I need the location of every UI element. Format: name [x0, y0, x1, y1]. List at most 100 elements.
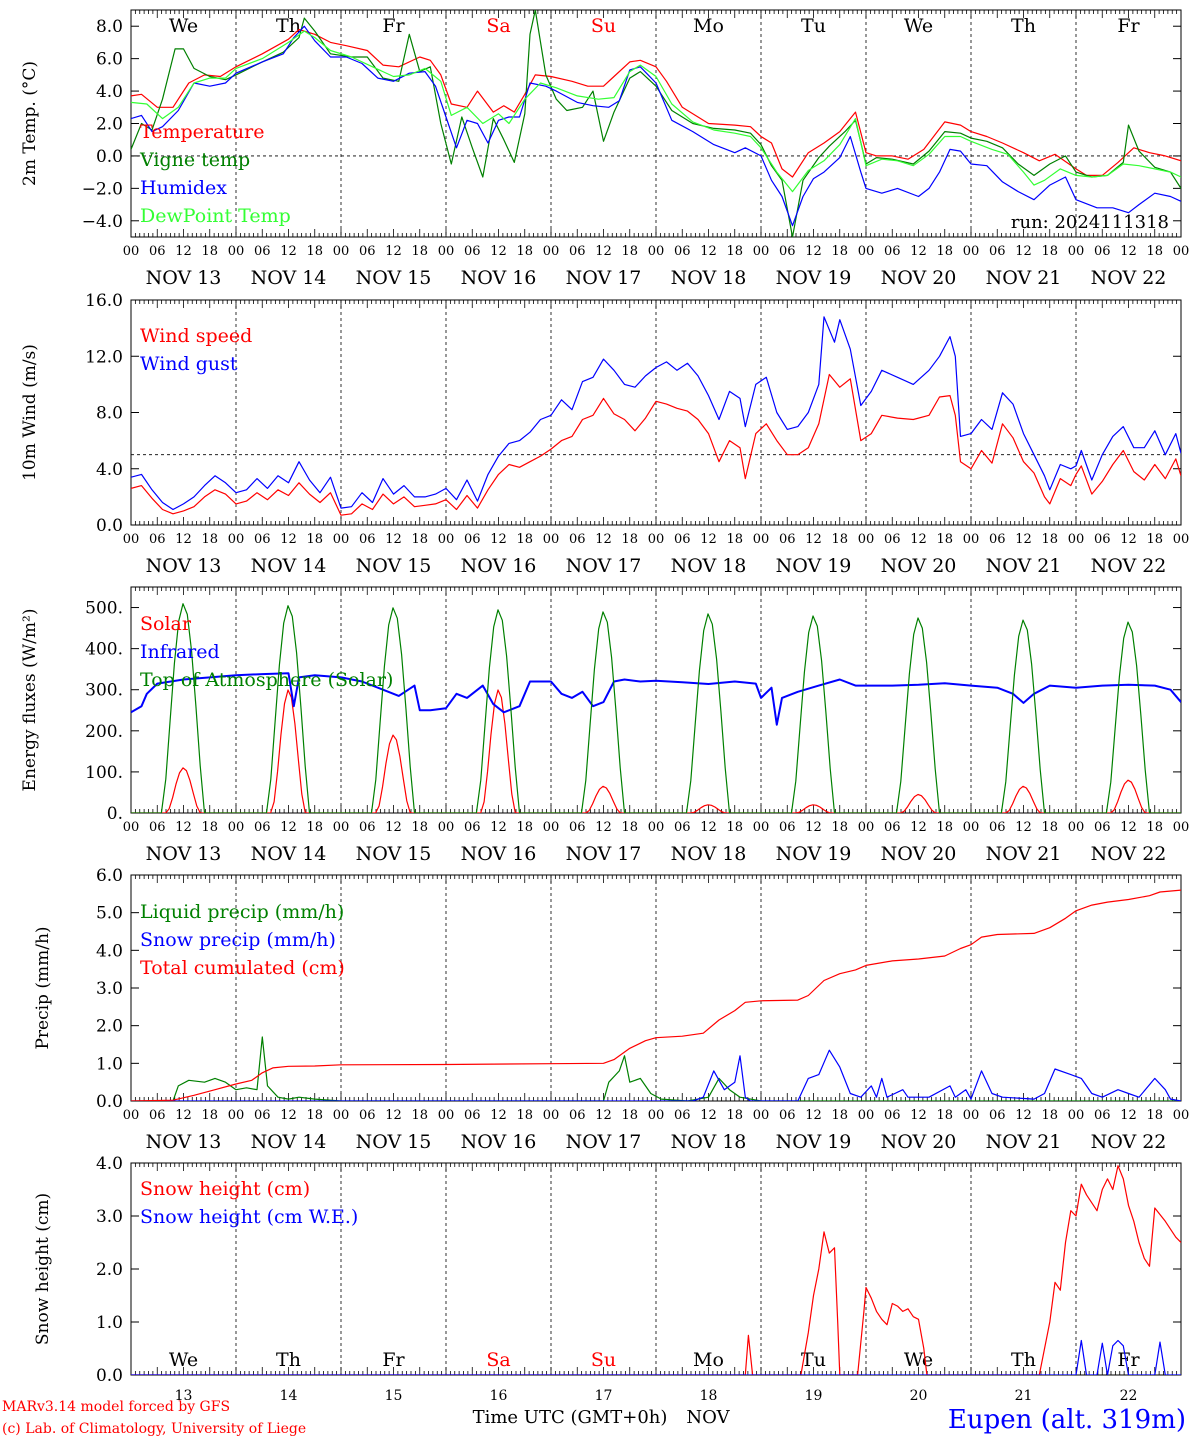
x-hour-label: 18 [306, 1108, 323, 1123]
x-hour-label: 18 [1146, 1108, 1163, 1123]
legend-entry: Snow height (cm W.E.) [140, 1206, 358, 1228]
x-date-label: NOV 21 [986, 267, 1062, 289]
x-hour-label: 12 [700, 532, 717, 547]
x-date-label: NOV 19 [776, 843, 852, 865]
y-tick-label: 0.0 [96, 1366, 123, 1386]
legend-entry: Temperature [140, 121, 264, 143]
x-hour-label: 06 [1094, 532, 1111, 547]
y-tick-label: 200. [85, 722, 123, 742]
legend-entry: Infrared [140, 641, 220, 663]
x-hour-label: 18 [516, 1108, 533, 1123]
x-hour-label: 06 [779, 820, 796, 835]
x-hour-label: 00 [963, 244, 980, 259]
x-date-label: NOV 17 [566, 843, 642, 865]
x-day-number: 17 [595, 1388, 613, 1404]
series-line [131, 1165, 1181, 1375]
meteogram-panels: 8.0 6.0 4.0 2.0 0.0 −2.0 −4.0 2m Temp. (°C) 00 06… [20, 9, 1190, 1404]
series-line [131, 1049, 1181, 1101]
weekday-label: Fr [1117, 15, 1140, 37]
series-line [131, 889, 1181, 1101]
x-hour-label: 06 [569, 820, 586, 835]
x-hour-label: 18 [831, 820, 848, 835]
y-tick-label: 1.0 [96, 1313, 123, 1333]
y-tick-label: 2.0 [96, 1260, 123, 1280]
x-hour-label: 00 [648, 1108, 665, 1123]
x-hour-label: 06 [989, 532, 1006, 547]
x-hour-label: 00 [123, 1108, 140, 1123]
x-hour-label: 06 [884, 244, 901, 259]
series-line [131, 603, 1181, 813]
x-hour-label: 00 [1068, 1108, 1085, 1123]
panel-1: 8.0 6.0 4.0 2.0 0.0 −2.0 −4.0 2m Temp. (°C) 00 06… [20, 9, 1189, 289]
x-hour-label: 12 [595, 532, 612, 547]
x-date-label: NOV 13 [146, 555, 222, 577]
panel-3: 500. 400. 300. 200. 100. 0. Energy fluxes (W/m… [20, 586, 1189, 865]
x-hour-label: 00 [1173, 1108, 1190, 1123]
x-hour-label: 06 [464, 820, 481, 835]
month-label: NOV [686, 1407, 730, 1428]
x-date-label: NOV 16 [461, 843, 537, 865]
x-hour-label: 12 [910, 820, 927, 835]
y-axis-label: 10m Wind (m/s) [20, 344, 40, 481]
x-date-label: NOV 19 [776, 555, 852, 577]
weekday-label: Mo [693, 1349, 724, 1371]
series-group [131, 603, 1181, 813]
y-tick-label: 400. [85, 640, 123, 660]
x-hour-label: 18 [1041, 532, 1058, 547]
y-axis-label: Precip (mm/h) [33, 926, 53, 1049]
x-hour-label: 06 [674, 820, 691, 835]
x-date-label: NOV 13 [146, 843, 222, 865]
x-hour-label: 12 [175, 820, 192, 835]
weekday-label: Fr [382, 15, 405, 37]
series-group [131, 889, 1181, 1101]
x-hour-label: 12 [910, 532, 927, 547]
series-line [131, 689, 1181, 813]
x-hour-label: 12 [700, 244, 717, 259]
x-hour-label: 06 [254, 244, 271, 259]
y-tick-label: 2.0 [96, 115, 123, 135]
x-hour-label: 00 [648, 532, 665, 547]
legend-entry: Vigne temp [139, 149, 250, 171]
x-hour-label: 00 [333, 1108, 350, 1123]
x-hour-label: 18 [1041, 244, 1058, 259]
x-hour-label: 06 [464, 244, 481, 259]
x-hour-label: 06 [989, 244, 1006, 259]
x-hour-label: 06 [149, 532, 166, 547]
x-hour-label: 06 [254, 820, 271, 835]
y-tick-label: 0.0 [96, 516, 123, 536]
x-hour-label: 00 [438, 532, 455, 547]
x-hour-label: 06 [149, 820, 166, 835]
x-hour-label: 18 [936, 532, 953, 547]
x-hour-label: 12 [1120, 1108, 1137, 1123]
x-hour-label: 06 [359, 1108, 376, 1123]
x-hour-label: 18 [831, 1108, 848, 1123]
legend-entry: Snow precip (mm/h) [140, 929, 336, 951]
x-date-label: NOV 22 [1091, 267, 1167, 289]
x-day-number: 19 [805, 1388, 823, 1404]
x-date-label: NOV 20 [881, 1131, 957, 1153]
x-hour-label: 06 [149, 244, 166, 259]
x-hour-label: 18 [411, 532, 428, 547]
x-date-label: NOV 21 [986, 1131, 1062, 1153]
x-hour-label: 00 [228, 532, 245, 547]
x-day-number: 14 [280, 1388, 298, 1404]
credits-line-1: MARv3.14 model forced by GFS [2, 1399, 230, 1415]
weekday-label: Th [1011, 15, 1036, 37]
x-hour-label: 06 [779, 244, 796, 259]
x-hour-label: 06 [674, 1108, 691, 1123]
x-hour-label: 00 [438, 820, 455, 835]
x-hour-label: 00 [753, 532, 770, 547]
x-hour-label: 18 [621, 1108, 638, 1123]
x-hour-label: 18 [621, 820, 638, 835]
x-hour-label: 00 [123, 244, 140, 259]
x-hour-label: 18 [1041, 820, 1058, 835]
x-date-label: NOV 18 [671, 843, 747, 865]
x-hour-label: 18 [726, 532, 743, 547]
legend-entry: Liquid precip (mm/h) [140, 901, 344, 923]
x-hour-label: 00 [963, 1108, 980, 1123]
x-hour-label: 18 [201, 532, 218, 547]
x-hour-label: 06 [569, 1108, 586, 1123]
x-hour-label: 00 [963, 820, 980, 835]
x-date-label: NOV 14 [251, 843, 327, 865]
x-hour-label: 18 [201, 1108, 218, 1123]
